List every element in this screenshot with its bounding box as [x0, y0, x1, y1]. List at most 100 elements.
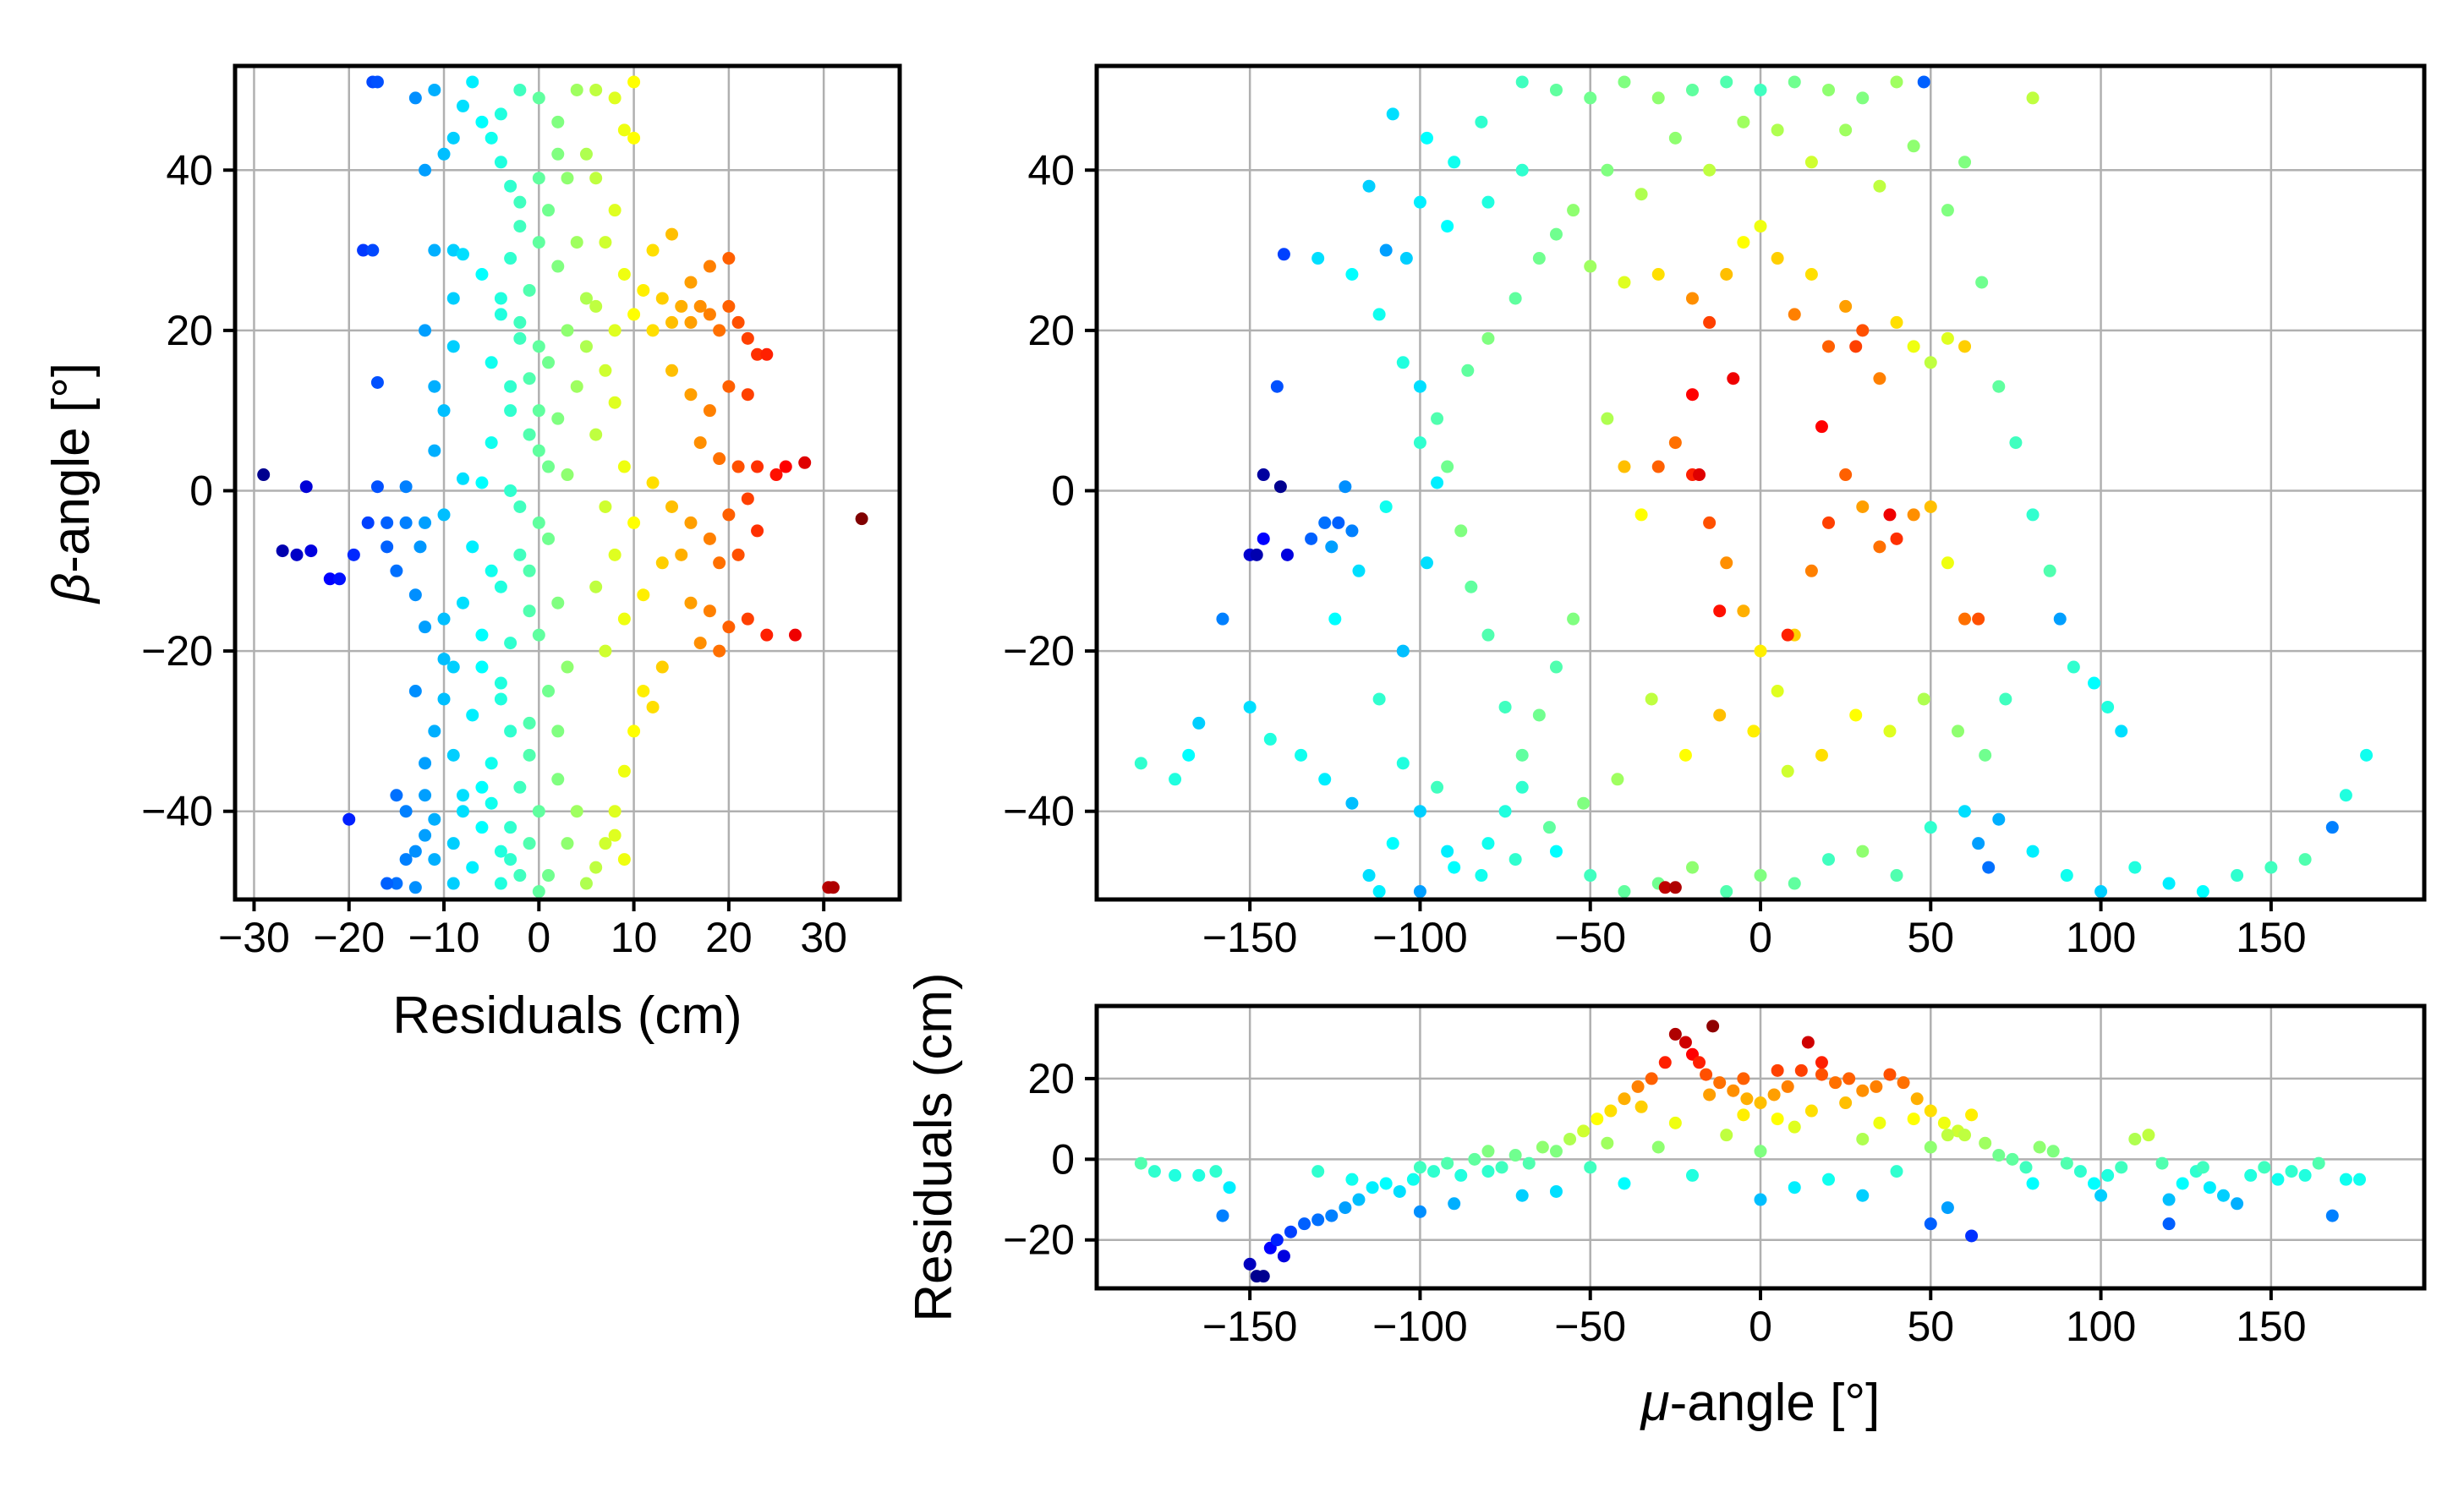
scatter-point	[637, 283, 650, 297]
scatter-point	[466, 540, 479, 554]
scatter-point	[1856, 500, 1870, 513]
scatter-point	[713, 452, 726, 466]
scatter-point	[1815, 1056, 1828, 1069]
scatter-point	[504, 853, 517, 867]
x-tick-label: 150	[2236, 1303, 2306, 1350]
scatter-point	[1427, 1165, 1441, 1178]
scatter-point	[2053, 612, 2067, 626]
scatter-point	[1372, 308, 1386, 321]
scatter-point	[2009, 436, 2023, 450]
scatter-point	[599, 236, 612, 249]
scatter-point	[570, 805, 583, 818]
scatter-point	[2339, 789, 2352, 802]
scatter-point	[1601, 412, 1614, 425]
scatter-point	[1747, 724, 1760, 738]
x-tick-label: 100	[2066, 914, 2136, 961]
scatter-point	[2298, 1168, 2312, 1182]
scatter-point	[1907, 340, 1920, 353]
scatter-point	[437, 147, 451, 161]
scatter-point	[1822, 1173, 1836, 1186]
scatter-point	[1311, 1213, 1325, 1227]
scatter-point	[466, 861, 479, 874]
scatter-point	[1413, 195, 1426, 209]
scatter-point	[323, 572, 337, 586]
scatter-point	[532, 172, 545, 185]
scatter-point	[1771, 1113, 1784, 1126]
scatter-point	[485, 757, 498, 770]
scatter-point	[542, 532, 556, 545]
scatter-point	[1937, 1116, 1951, 1129]
scatter-point	[1794, 1063, 1808, 1077]
scatter-point	[1941, 1201, 1954, 1215]
panel-mu-vs-beta: −150 −100 −50 0 50 100 150 −40 −20 0 20 40	[1003, 63, 2427, 961]
scatter-point	[1584, 1161, 1597, 1174]
scatter-point	[693, 637, 707, 650]
scatter-point	[1192, 716, 1206, 730]
scatter-point	[551, 115, 565, 128]
scatter-point	[1651, 1140, 1665, 1154]
scatter-point	[1781, 764, 1794, 778]
data-points	[257, 75, 868, 899]
scatter-point	[1441, 460, 1454, 473]
x-tick-label: 50	[1907, 914, 1954, 961]
scatter-point	[1618, 276, 1631, 289]
scatter-point	[1345, 268, 1359, 281]
scatter-point	[532, 236, 545, 249]
scatter-point	[1924, 500, 1937, 513]
scatter-point	[1332, 516, 1345, 529]
scatter-point	[579, 292, 593, 305]
scatter-point	[475, 660, 489, 674]
scatter-point	[1454, 1168, 1468, 1182]
scatter-point	[408, 588, 422, 602]
scatter-point	[2128, 1132, 2142, 1145]
scatter-point	[1134, 1156, 1147, 1170]
scatter-point	[408, 685, 422, 697]
scatter-point	[428, 853, 441, 867]
scatter-point	[779, 460, 792, 473]
scatter-point	[1685, 388, 1699, 402]
scatter-point	[456, 248, 469, 261]
scatter-point	[608, 324, 621, 337]
scatter-point	[627, 724, 641, 738]
scatter-point	[513, 548, 527, 561]
scatter-point	[437, 692, 451, 706]
scatter-point	[532, 340, 545, 353]
scatter-point	[1754, 644, 1767, 658]
scatter-point	[1992, 380, 2006, 393]
scatter-point	[466, 75, 479, 89]
scatter-point	[1941, 331, 1954, 345]
scatter-point	[413, 540, 427, 554]
scatter-point	[1658, 881, 1672, 894]
scatter-point	[1305, 532, 1318, 545]
scatter-point	[1481, 837, 1495, 850]
scatter-point	[475, 476, 489, 489]
scatter-point	[1822, 853, 1836, 867]
scatter-point	[1924, 1140, 1937, 1154]
scatter-point	[713, 644, 726, 658]
scatter-point	[741, 388, 754, 402]
scatter-point	[390, 564, 403, 577]
scatter-point	[1839, 468, 1853, 482]
scatter-point	[1801, 1036, 1815, 1049]
scatter-point	[456, 472, 469, 485]
x-axis-title: Residuals (cm)	[392, 987, 742, 1045]
scatter-point	[731, 315, 745, 329]
scatter-point	[2353, 1173, 2367, 1186]
scatter-point	[1700, 1068, 1713, 1081]
scatter-point	[494, 156, 507, 169]
scatter-point	[1431, 476, 1444, 489]
scatter-point	[1958, 1129, 1972, 1142]
scatter-point	[617, 123, 631, 137]
scatter-point	[2360, 748, 2374, 762]
scatter-point	[419, 789, 432, 802]
scatter-point	[1740, 1092, 1754, 1106]
scatter-point	[589, 861, 603, 874]
scatter-point	[485, 796, 498, 810]
scatter-point	[1979, 748, 1992, 762]
scatter-point	[570, 236, 583, 249]
scatter-point	[1975, 276, 1989, 289]
scatter-point	[494, 292, 507, 305]
scatter-point	[1720, 1129, 1733, 1142]
scatter-point	[551, 260, 565, 273]
scatter-point	[1441, 220, 1454, 233]
